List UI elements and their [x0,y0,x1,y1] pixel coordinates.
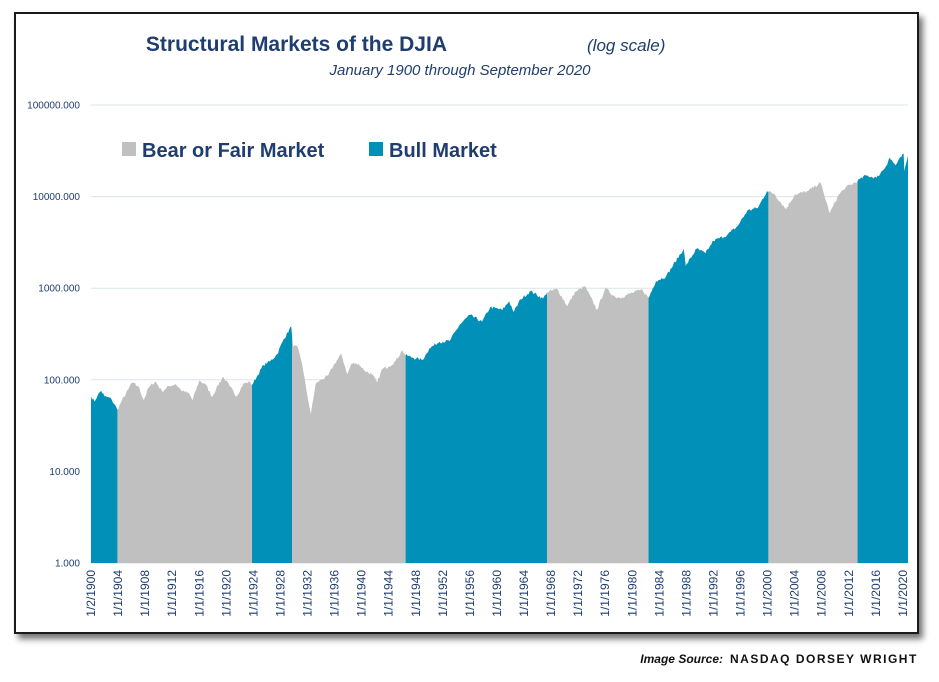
x-tick-label: 1/1/1952 [436,570,450,617]
y-tick-label: 10000.000 [33,192,81,203]
x-tick-label: 1/1/2000 [761,570,775,617]
x-tick-label: 1/1/1976 [598,570,612,617]
x-tick-label: 1/1/1936 [328,570,342,617]
x-tick-label: 1/1/1948 [409,570,423,617]
x-tick-label: 1/1/1960 [490,570,504,617]
x-tick-label: 1/1/1996 [734,570,748,617]
x-tick-label: 1/1/1908 [138,570,152,617]
x-tick-label: 1/1/1988 [679,570,693,617]
x-tick-label: 1/1/2004 [788,570,802,617]
bull-market-area [405,290,548,563]
series-area [91,153,908,563]
chart-subtitle: January 1900 through September 2020 [328,62,591,79]
x-tick-label: 1/1/1956 [463,570,477,617]
x-tick-label: 1/1/1972 [571,570,585,617]
y-tick-label: 10.000 [49,467,80,478]
x-tick-label: 1/1/1920 [219,570,233,617]
bull-market-area [648,191,769,563]
x-tick-label: 1/1/1928 [273,570,287,617]
x-axis: 1/2/1900 1/1/1904 1/1/1908 1/1/1912 1/1/1916… [84,570,910,617]
y-axis: 1.000 10.000 100.000 1000.000 10000.000 10000… [27,101,80,570]
x-tick-label: 1/1/1924 [246,570,260,617]
x-tick-label: 1/1/1968 [544,570,558,617]
bull-market-area [91,390,118,563]
image-source: Image Source: NASDAQ DORSEY WRIGHT [640,652,918,666]
chart-title-note: (log scale) [587,36,665,55]
y-tick-label: 1.000 [55,559,80,570]
chart-title: Structural Markets of the DJIA [146,33,447,56]
x-tick-label: 1/1/1944 [382,570,396,617]
x-tick-label: 1/1/1932 [301,570,315,617]
bull-market-area [252,326,293,563]
legend-swatch-bull [369,142,383,156]
legend: Bear or Fair Market Bull Market [122,140,497,162]
x-tick-label: 1/1/1940 [355,570,369,617]
legend-label-bull: Bull Market [389,140,497,162]
x-tick-label: 1/1/2020 [896,570,910,617]
source-prefix: Image Source: [640,652,723,666]
legend-label-bear: Bear or Fair Market [142,140,325,162]
bear-market-area [547,286,649,563]
x-tick-label: 1/1/1980 [625,570,639,617]
bear-market-area [768,180,858,563]
x-tick-label: 1/1/1984 [652,570,666,617]
x-tick-label: 1/1/2012 [842,570,856,617]
bear-market-area [117,376,253,563]
y-tick-label: 100.000 [44,375,81,386]
x-tick-label: 1/1/1992 [706,570,720,617]
legend-swatch-bear [122,142,136,156]
source-brand: NASDAQ DORSEY WRIGHT [730,652,918,666]
x-tick-label: 1/1/1916 [192,570,206,617]
x-tick-label: 1/2/1900 [84,570,98,617]
x-tick-label: 1/1/1964 [517,570,531,617]
x-tick-label: 1/1/2008 [815,570,829,617]
y-tick-label: 100000.000 [27,101,80,112]
bull-market-area [857,153,908,563]
bear-market-area [291,334,407,563]
x-tick-label: 1/1/2016 [869,570,883,617]
y-tick-label: 1000.000 [38,284,80,295]
x-tick-label: 1/1/1912 [165,570,179,617]
x-tick-label: 1/1/1904 [111,570,125,617]
